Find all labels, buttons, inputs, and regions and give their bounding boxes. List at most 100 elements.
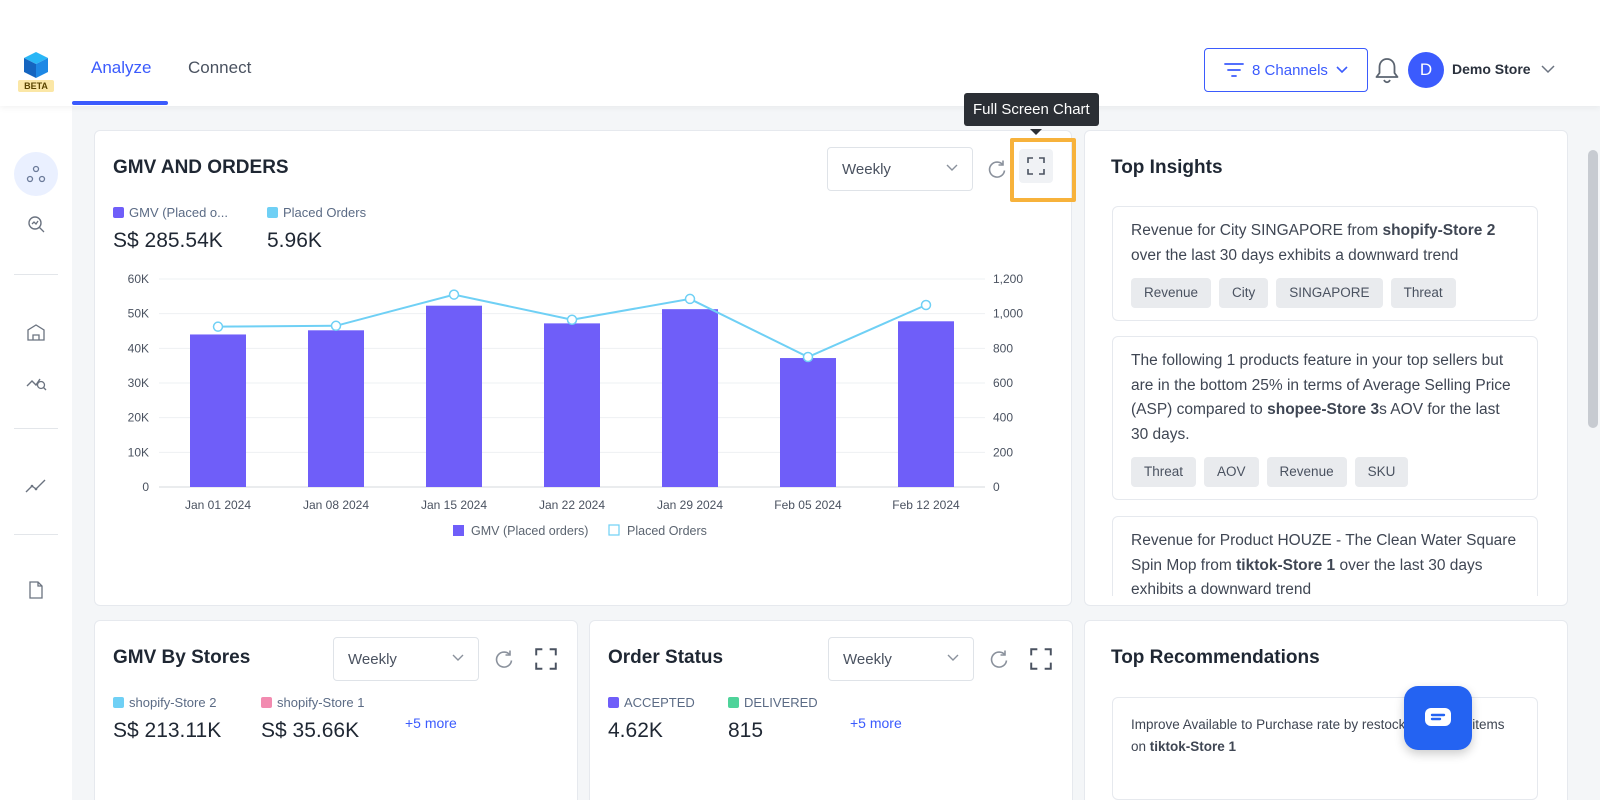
metric-orders-value: 5.96K [267, 229, 322, 252]
tag-chip[interactable]: Revenue [1266, 457, 1347, 487]
tag-chip[interactable]: AOV [1204, 457, 1259, 487]
app-logo-icon[interactable] [18, 50, 54, 80]
sidebar-item-trend-search[interactable] [22, 368, 50, 396]
chevron-down-icon[interactable] [1540, 62, 1556, 76]
chevron-down-icon [946, 164, 958, 171]
fullscreen-icon [1027, 157, 1045, 175]
trend-search-icon [26, 378, 47, 391]
tag-chip[interactable]: SKU [1354, 457, 1409, 487]
metric-store-label: shopify-Store 2 [113, 695, 216, 710]
line-point [448, 289, 460, 300]
search-analytics-icon [28, 216, 45, 233]
chevron-down-icon [452, 654, 464, 661]
y-left-tick-label: 50K [128, 307, 149, 321]
channels-filter-button[interactable]: 8 Channels [1204, 48, 1368, 92]
fullscreen-icon[interactable] [1030, 648, 1052, 670]
insight-card[interactable]: The following 1 products feature in your… [1112, 336, 1538, 500]
metric-status-label: ACCEPTED [608, 695, 695, 710]
legend-swatch [608, 697, 619, 708]
y-right-tick-label: 800 [993, 341, 1013, 355]
order-status-card: Order Status Weekly ACCEPTED 4.62K DELIV… [589, 620, 1073, 800]
insight-text: The following 1 products feature in your… [1131, 352, 1511, 418]
insight-card[interactable]: Revenue for Product HOUZE - The Clean Wa… [1112, 516, 1538, 596]
tab-connect[interactable]: Connect [188, 58, 252, 77]
tag-chip[interactable]: City [1219, 278, 1269, 308]
gmv-orders-chart: 0 0 10K 200 20K 400 30K 600 40K 800 50K 1,000 60K 1,2… [128, 272, 1024, 538]
x-tick-label: Jan 22 2024 [539, 498, 605, 512]
sidebar-item-search-analytics[interactable] [22, 210, 50, 238]
stores-period-select[interactable]: Weekly [333, 637, 479, 681]
gmv-fullscreen-button[interactable] [1019, 149, 1053, 183]
recommendation-text: Improve Available to Purchase rate by re… [1131, 717, 1392, 732]
sidebar-item-reports[interactable] [22, 576, 50, 604]
insight-tags: Threat AOV Revenue SKU [1131, 457, 1519, 487]
y-right-tick-label: 0 [993, 480, 1000, 494]
tag-chip[interactable]: Threat [1390, 278, 1456, 308]
notification-bell-icon[interactable] [1374, 56, 1400, 84]
fullscreen-icon[interactable] [535, 648, 557, 670]
y-right-tick-label: 600 [993, 376, 1013, 390]
insights-list[interactable]: Revenue for City SINGAPORE from shopify-… [1110, 204, 1542, 596]
refresh-icon[interactable] [988, 648, 1010, 670]
insight-tags: Revenue City SINGAPORE Threat [1131, 278, 1519, 308]
refresh-icon[interactable] [493, 648, 515, 670]
legend-swatch [453, 525, 464, 536]
order-period-select[interactable]: Weekly [828, 637, 974, 681]
legend-label: GMV (Placed orders) [471, 524, 588, 538]
recommendation-card[interactable]: Improve Available to Purchase rate by re… [1112, 697, 1538, 800]
insight-store: shopee-Store 3 [1267, 401, 1380, 418]
chat-support-button[interactable] [1404, 686, 1472, 750]
line-point [684, 293, 696, 305]
insight-text: Revenue for Product HOUZE - The Clean Wa… [1131, 532, 1517, 574]
insight-store: shopify-Store 2 [1382, 222, 1496, 239]
bar [662, 309, 718, 487]
metric-status-label: DELIVERED [728, 695, 818, 710]
metric-store-value: S$ 213.11K [113, 719, 222, 742]
line-point [212, 321, 224, 332]
beta-badge: BETA [18, 80, 54, 92]
insight-text: Revenue for City SINGAPORE from [1131, 222, 1383, 239]
recommendation-store: tiktok-Store 1 [1149, 739, 1237, 754]
y-right-tick-label: 400 [993, 411, 1013, 425]
tag-chip[interactable]: SINGAPORE [1276, 278, 1383, 308]
document-icon [29, 581, 43, 599]
tag-chip[interactable]: Revenue [1131, 278, 1212, 308]
sidebar-item-trends[interactable] [22, 472, 50, 500]
legend-swatch [608, 524, 620, 536]
metric-status-label-text: ACCEPTED [624, 695, 695, 710]
filter-icon [1224, 63, 1244, 77]
gmv-orders-title: GMV AND ORDERS [113, 157, 289, 178]
avatar[interactable]: D [1408, 52, 1444, 88]
sidebar-item-network[interactable] [14, 152, 58, 196]
legend-swatch [261, 697, 272, 708]
sidebar-item-stores[interactable] [22, 318, 50, 346]
bar [308, 330, 364, 487]
page-scrollbar[interactable] [1588, 150, 1598, 428]
insight-text: over the last 30 days exhibits a downwar… [1131, 246, 1459, 264]
line-point [330, 320, 342, 332]
y-right-tick-label: 1,200 [993, 272, 1023, 286]
gmv-orders-card: GMV AND ORDERS Weekly GMV (Placed o... S… [94, 130, 1072, 606]
gmv-by-stores-title: GMV By Stores [113, 647, 251, 668]
more-statuses-link[interactable]: +5 more [850, 715, 902, 731]
tab-analyze[interactable]: Analyze [91, 58, 152, 77]
more-stores-link[interactable]: +5 more [405, 715, 457, 731]
x-tick-label: Jan 29 2024 [657, 498, 723, 512]
line-point [802, 351, 814, 363]
active-tab-indicator [72, 101, 168, 105]
y-right-tick-label: 200 [993, 445, 1013, 459]
refresh-icon[interactable] [986, 158, 1008, 180]
metric-orders-label-text: Placed Orders [283, 205, 367, 220]
tag-chip[interactable]: Threat [1131, 457, 1197, 487]
store-name[interactable]: Demo Store [1452, 61, 1531, 77]
metric-status-label-text: DELIVERED [744, 695, 818, 710]
sidebar-divider [14, 428, 58, 429]
x-tick-label: Jan 15 2024 [421, 498, 487, 512]
tooltip-arrow [1030, 129, 1042, 135]
chevron-down-icon [947, 654, 959, 661]
gmv-period-select[interactable]: Weekly [827, 147, 973, 191]
y-left-tick-label: 60K [128, 272, 149, 286]
chevron-down-icon [1336, 66, 1348, 74]
y-left-tick-label: 30K [128, 376, 149, 390]
insight-card[interactable]: Revenue for City SINGAPORE from shopify-… [1112, 206, 1538, 321]
